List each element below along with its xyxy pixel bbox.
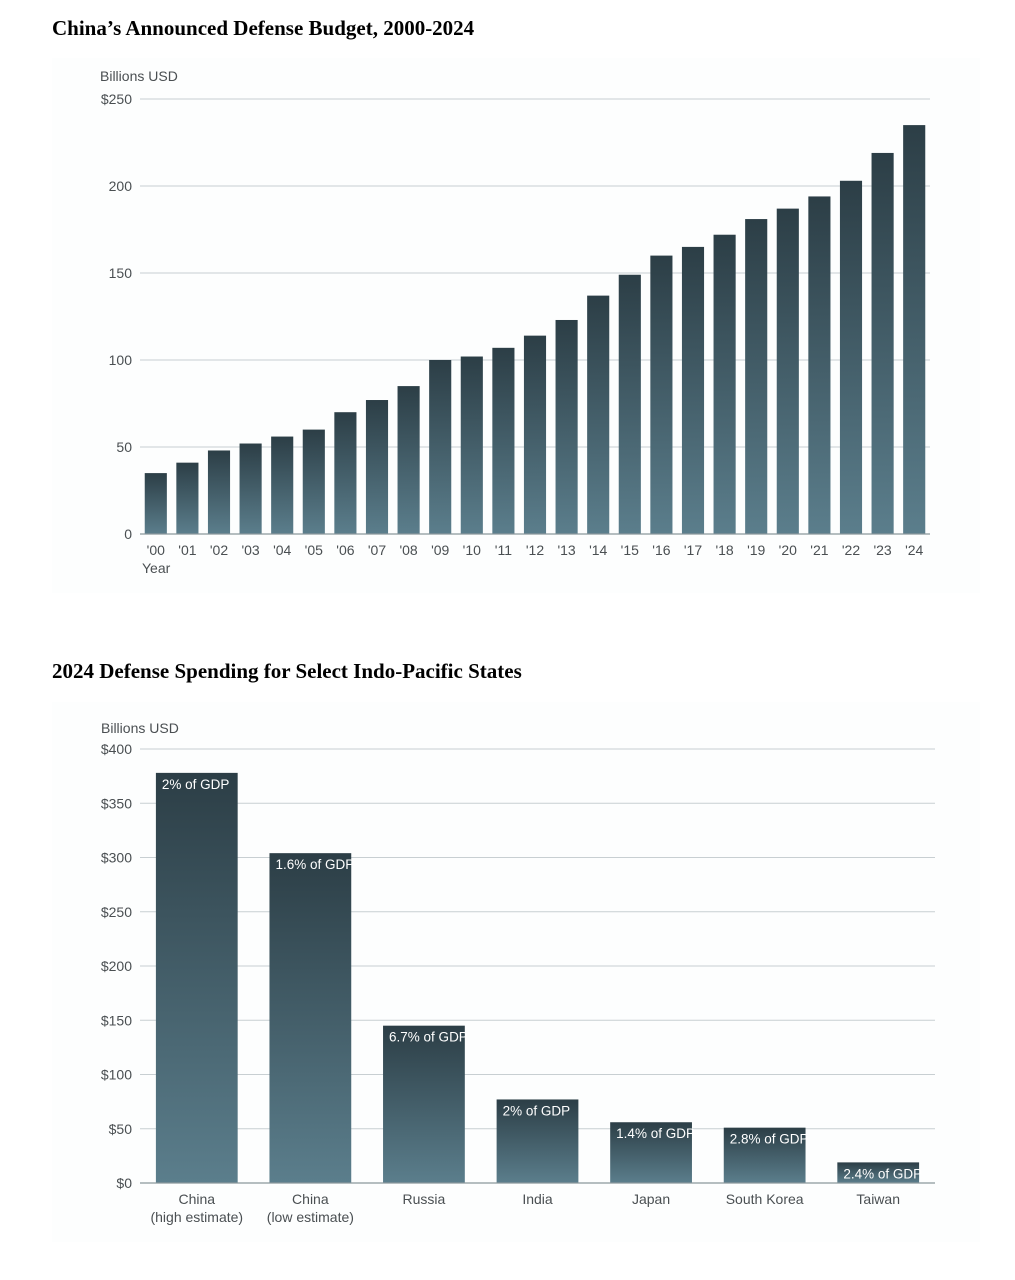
- bar-10: [460, 356, 483, 534]
- chart2-panel: Billions USD $0 $50 $100 $150 $200 $250 $300 $35…: [52, 702, 980, 1242]
- bar-0: [155, 772, 238, 1183]
- bar-19: [745, 219, 768, 534]
- x-tick-label: '11: [495, 542, 512, 558]
- x-tick-label: '18: [715, 542, 733, 558]
- x-tick-label: (low estimate): [267, 1209, 354, 1225]
- y-tick-label: $0: [116, 1175, 132, 1191]
- x-tick-label: '06: [336, 542, 354, 558]
- bar-5: [302, 429, 325, 534]
- bar-21: [808, 196, 831, 534]
- bar-13: [555, 319, 578, 534]
- y-tick-label: $250: [101, 91, 132, 107]
- x-tick-label: '24: [905, 542, 923, 558]
- bar-11: [492, 347, 515, 534]
- data-label: 2.8% of GDP: [730, 1132, 809, 1147]
- x-tick-label: China: [292, 1191, 329, 1207]
- y-tick-label: $350: [101, 795, 132, 811]
- x-axis-label: Year: [142, 560, 171, 576]
- x-tick-label: '02: [210, 542, 228, 558]
- bar-17: [681, 246, 705, 534]
- x-tick-label: '03: [241, 542, 259, 558]
- x-tick-label: '01: [178, 542, 196, 558]
- x-tick-label: '00: [147, 542, 165, 558]
- data-label: 2% of GDP: [162, 777, 230, 792]
- bar-16: [650, 255, 673, 534]
- data-label: 1.6% of GDP: [275, 857, 354, 872]
- x-tick-label: '08: [399, 542, 417, 558]
- x-tick-label: '23: [873, 542, 891, 558]
- x-tick-label: Russia: [403, 1191, 446, 1207]
- bar-2: [207, 450, 231, 534]
- x-tick-label: '16: [652, 542, 670, 558]
- bar-22: [839, 180, 863, 534]
- y-tick-label: 0: [124, 526, 132, 542]
- chart1-title: China’s Announced Defense Budget, 2000-2…: [52, 16, 475, 40]
- x-tick-label: '19: [747, 542, 765, 558]
- bar-23: [871, 152, 894, 534]
- x-tick-label: '10: [463, 542, 481, 558]
- x-tick-label: '09: [431, 542, 449, 558]
- chart1-panel: Billions USD 0 50 100 150 200 $250 '00 '01 '02 '03…: [52, 58, 980, 593]
- bar-24: [903, 125, 926, 534]
- bar-14: [587, 295, 610, 534]
- y-tick-label: 100: [109, 352, 133, 368]
- bar-3: [239, 443, 262, 534]
- bar-7: [365, 400, 389, 534]
- data-label: 2% of GDP: [503, 1103, 571, 1118]
- x-tick-label: '14: [589, 542, 607, 558]
- x-tick-label: '22: [842, 542, 860, 558]
- y-tick-label: $250: [101, 904, 132, 920]
- bar-5: [723, 1127, 806, 1183]
- x-tick-label: India: [522, 1191, 553, 1207]
- chart2-title: 2024 Defense Spending for Select Indo-Pa…: [52, 659, 522, 683]
- data-label: 6.7% of GDP: [389, 1030, 468, 1045]
- bar-6: [837, 1162, 920, 1183]
- bar-1: [176, 462, 199, 534]
- bar-9: [429, 360, 452, 534]
- y-tick-label: $50: [109, 1121, 133, 1137]
- bar-0: [144, 473, 167, 534]
- x-tick-label: '20: [779, 542, 797, 558]
- x-tick-label: '15: [621, 542, 639, 558]
- y-tick-label: $100: [101, 1067, 132, 1083]
- bar-3: [496, 1099, 579, 1183]
- bar-12: [523, 335, 547, 534]
- x-tick-label: China: [178, 1191, 215, 1207]
- data-label: 2.4% of GDP: [843, 1166, 922, 1181]
- bar-15: [618, 274, 641, 534]
- y-tick-label: $400: [101, 741, 132, 757]
- x-tick-label: Taiwan: [856, 1191, 900, 1207]
- y-axis-label: Billions USD: [100, 68, 178, 84]
- x-tick-label: (high estimate): [150, 1209, 243, 1225]
- x-tick-label: '21: [810, 542, 828, 558]
- y-tick-label: $300: [101, 850, 132, 866]
- chart1-svg: Billions USD 0 50 100 150 200 $250 '00 '01 '02 '03…: [100, 68, 930, 576]
- bar-18: [713, 234, 736, 534]
- x-tick-label: '07: [368, 542, 386, 558]
- x-tick-label: '13: [557, 542, 575, 558]
- y-axis-label: Billions USD: [101, 720, 179, 736]
- y-tick-label: 50: [116, 439, 132, 455]
- x-tick-label: '05: [305, 542, 323, 558]
- bar-8: [397, 386, 420, 534]
- x-tick-label: South Korea: [726, 1191, 804, 1207]
- bar-2: [383, 1025, 465, 1183]
- x-tick-label: Japan: [632, 1191, 670, 1207]
- bar-20: [776, 208, 799, 534]
- bar-6: [334, 412, 357, 534]
- y-tick-label: $150: [101, 1012, 132, 1028]
- bar-1: [269, 853, 352, 1183]
- x-tick-label: '12: [526, 542, 544, 558]
- bar-4: [610, 1122, 692, 1183]
- bar-4: [271, 436, 294, 534]
- x-tick-label: '04: [273, 542, 291, 558]
- data-label: 1.4% of GDP: [616, 1126, 695, 1141]
- chart2-svg: Billions USD $0 $50 $100 $150 $200 $250 $300 $35…: [101, 720, 935, 1225]
- x-tick-label: '17: [684, 542, 702, 558]
- y-tick-label: 150: [109, 265, 133, 281]
- y-tick-label: 200: [109, 178, 133, 194]
- y-tick-label: $200: [101, 958, 132, 974]
